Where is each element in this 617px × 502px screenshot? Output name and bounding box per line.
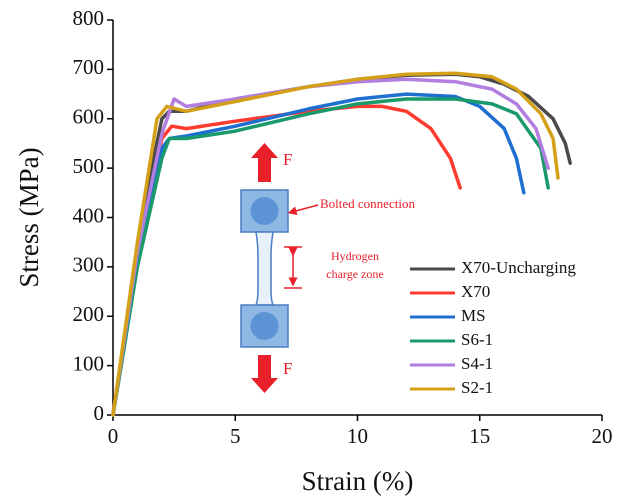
y-tick-label: 400 bbox=[73, 203, 105, 227]
legend-label: X70-Uncharging bbox=[461, 258, 576, 277]
annotation: Hydrogen bbox=[331, 249, 379, 263]
legend-label: MS bbox=[461, 306, 486, 325]
annotation: charge zone bbox=[326, 267, 383, 281]
legend-label: S6-1 bbox=[461, 330, 493, 349]
upper-bolt bbox=[250, 197, 279, 225]
x-tick-label: 20 bbox=[592, 424, 613, 448]
y-tick-label: 100 bbox=[73, 351, 105, 375]
series-line bbox=[111, 71, 560, 417]
y-tick-label: 600 bbox=[73, 105, 105, 129]
gauge-section bbox=[254, 231, 275, 306]
y-axis-label: Stress (MPa) bbox=[14, 147, 44, 287]
x-tick-label: 10 bbox=[347, 424, 368, 448]
legend-label: X70 bbox=[461, 282, 490, 301]
x-tick-label: 15 bbox=[469, 424, 490, 448]
series-line bbox=[111, 97, 550, 417]
series-line bbox=[111, 92, 526, 417]
y-tick-label: 0 bbox=[94, 401, 105, 425]
legend-label: S4-1 bbox=[461, 354, 493, 373]
annotation: F bbox=[283, 150, 292, 169]
x-tick-label: 0 bbox=[108, 424, 119, 448]
x-axis-label: Strain (%) bbox=[302, 466, 414, 496]
force-arrow-down bbox=[251, 355, 278, 393]
y-tick-label: 700 bbox=[73, 55, 105, 79]
plot-area: 0 100 200 300 400 500 600 700 800 0 5 10 15 20 Strain … bbox=[14, 6, 612, 496]
specimen-diagram bbox=[240, 143, 319, 393]
legend-label: S2-1 bbox=[461, 378, 493, 397]
x-tick-label: 5 bbox=[230, 424, 241, 448]
y-tick-label: 800 bbox=[73, 6, 105, 30]
callout-arrow bbox=[287, 204, 319, 216]
y-tick-label: 300 bbox=[73, 253, 105, 277]
lower-bolt bbox=[250, 312, 279, 340]
annotation: F bbox=[283, 359, 292, 378]
y-tick-label: 500 bbox=[73, 154, 105, 178]
annotation: Bolted connection bbox=[320, 196, 415, 211]
force-arrow-up bbox=[251, 143, 278, 182]
y-tick-label: 200 bbox=[73, 302, 105, 326]
